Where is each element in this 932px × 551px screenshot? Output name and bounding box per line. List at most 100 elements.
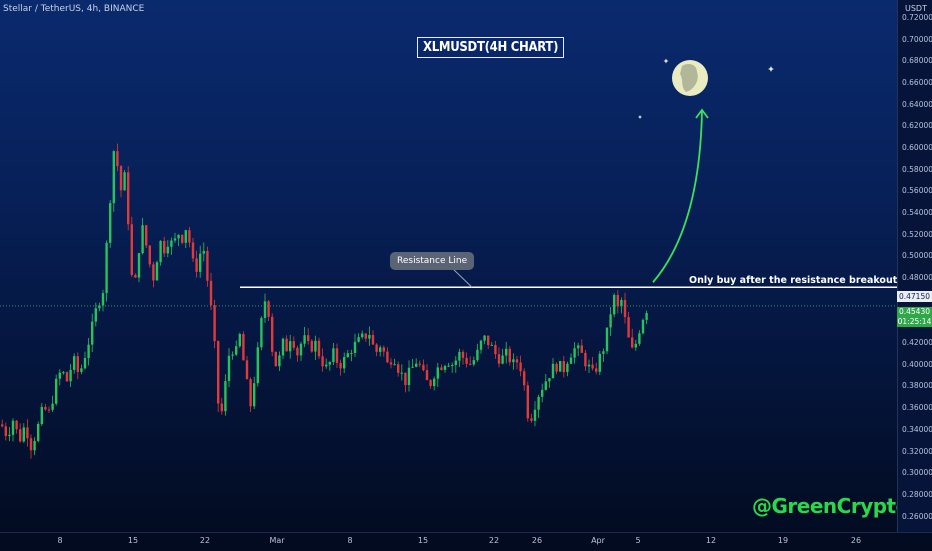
- price-tick: 0.58000: [902, 164, 932, 174]
- candle-body: [407, 367, 411, 386]
- candle-body: [253, 383, 256, 407]
- time-tick: 15: [417, 536, 429, 545]
- time-tick: 26: [850, 536, 862, 545]
- candle-body: [112, 151, 115, 204]
- candle-body: [177, 234, 180, 239]
- watermark: @GreenCrypto: [752, 494, 909, 518]
- candle-body: [256, 347, 259, 384]
- candle-body: [238, 334, 241, 347]
- candle-body: [490, 344, 493, 346]
- candle-body: [152, 264, 155, 281]
- price-tick: 0.40000: [902, 359, 932, 369]
- candle-body: [195, 258, 198, 272]
- candle-body: [109, 203, 112, 243]
- candle-body: [145, 225, 148, 246]
- candle-body: [479, 340, 483, 350]
- price-axis[interactable]: [897, 0, 932, 532]
- candle-body: [105, 242, 108, 294]
- price-tick: 0.38000: [902, 381, 932, 391]
- time-tick: 8: [57, 536, 63, 545]
- price-tick: 0.48000: [902, 273, 932, 283]
- candle-body: [371, 334, 375, 345]
- price-tick: 0.30000: [902, 468, 932, 478]
- candle-body: [91, 321, 94, 345]
- candle-body: [443, 365, 447, 370]
- price-tick: 0.26000: [902, 511, 932, 521]
- candle-body: [260, 317, 263, 348]
- candle-body: [310, 340, 313, 352]
- candle-body: [418, 363, 421, 365]
- candle-body: [483, 335, 486, 341]
- time-axis[interactable]: [0, 532, 932, 551]
- candle-body: [458, 351, 461, 361]
- resistance-price-tag: 0.47150: [897, 291, 932, 302]
- candle-body: [508, 348, 511, 363]
- candle-body: [616, 294, 619, 307]
- candle-body: [605, 327, 609, 352]
- candle-body: [11, 420, 15, 435]
- candle-body: [141, 225, 144, 254]
- candle-body: [645, 313, 648, 320]
- candle-body: [580, 345, 583, 353]
- candle-body: [292, 341, 295, 348]
- candle-body: [155, 262, 159, 281]
- candle-body: [569, 357, 573, 364]
- candle-body: [512, 359, 515, 363]
- candle-body: [281, 338, 285, 356]
- candle-body: [487, 335, 490, 346]
- candle-body: [602, 351, 605, 354]
- star-icon: [663, 58, 669, 64]
- candle-body: [55, 378, 58, 404]
- candle-body: [130, 224, 133, 275]
- candle-body: [206, 250, 209, 281]
- candle-body: [425, 370, 429, 381]
- candle-body: [562, 361, 565, 373]
- candle-body: [235, 346, 238, 355]
- candle-body: [627, 317, 630, 338]
- candle-body: [638, 333, 641, 344]
- price-tick: 0.60000: [902, 142, 932, 152]
- candle-body: [69, 369, 72, 382]
- candle-body: [47, 409, 51, 411]
- candle-body: [472, 360, 475, 365]
- candle-body: [328, 362, 331, 365]
- resistance-label-pointer: [451, 267, 473, 288]
- symbol-info: Stellar / TetherUS, 4h, BINANCE: [3, 4, 145, 14]
- time-tick: 8: [347, 536, 353, 545]
- star-icon: [638, 115, 642, 119]
- price-tick: 0.34000: [902, 424, 932, 434]
- price-tick: 0.70000: [902, 34, 932, 44]
- candle-body: [631, 337, 634, 348]
- candle-body: [501, 355, 504, 364]
- time-tick: 19: [777, 536, 789, 545]
- candle-body: [526, 385, 529, 419]
- candle-body: [73, 356, 76, 370]
- candle-body: [353, 341, 357, 354]
- breakout-arrow-head: [695, 108, 709, 119]
- candle-body: [166, 246, 169, 254]
- candle-body: [163, 240, 166, 254]
- candle-body: [224, 381, 227, 412]
- candle-body: [544, 381, 547, 390]
- candle-body: [613, 294, 616, 315]
- candle-body: [400, 372, 403, 374]
- candle-body: [220, 403, 223, 412]
- countdown-tag: 01:25:14: [897, 317, 932, 327]
- candle-body: [573, 348, 576, 358]
- candle-body: [541, 389, 544, 397]
- time-tick: 22: [199, 536, 211, 545]
- candle-body: [537, 396, 540, 410]
- candle-body: [364, 333, 367, 339]
- time-tick: 5: [635, 536, 641, 545]
- candle-body: [357, 337, 360, 342]
- candle-body: [389, 362, 393, 365]
- candle-body: [231, 354, 234, 356]
- candle-body: [440, 367, 443, 370]
- candle-body: [609, 314, 612, 328]
- candle-body: [116, 151, 119, 167]
- candle-body: [393, 364, 396, 366]
- time-tick: 15: [127, 536, 139, 545]
- candle-body: [19, 429, 22, 442]
- candle-body: [274, 351, 277, 367]
